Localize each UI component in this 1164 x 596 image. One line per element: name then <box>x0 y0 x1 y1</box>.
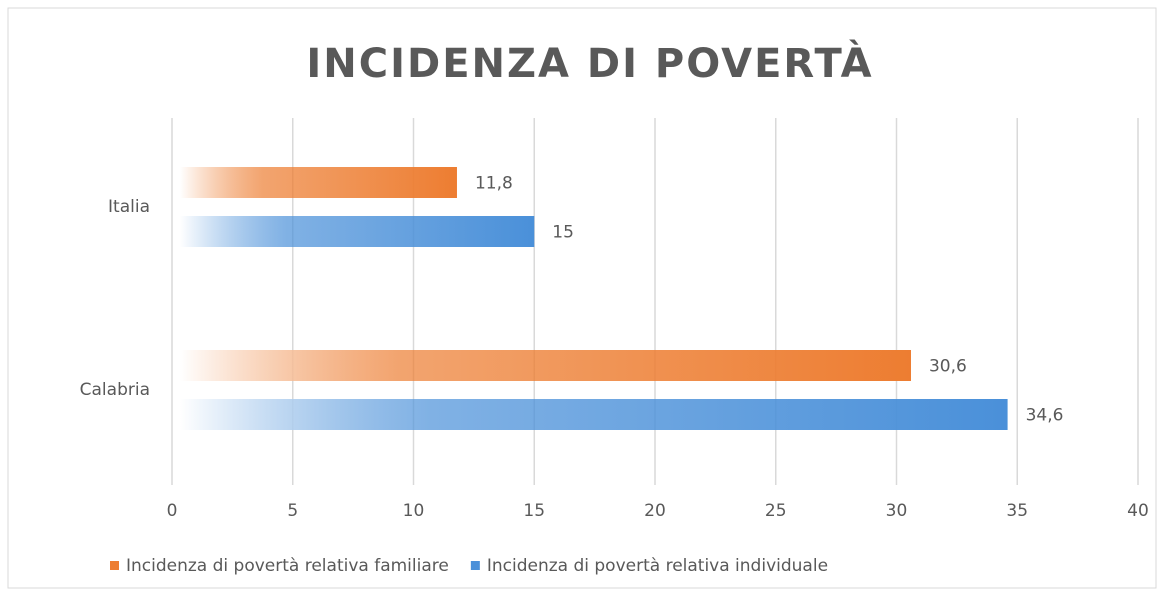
x-tick-label: 20 <box>644 501 666 521</box>
chart-title: INCIDENZA DI POVERTÀ <box>306 39 873 87</box>
x-tick-label: 0 <box>167 501 178 521</box>
legend-label: Incidenza di povertà relativa individual… <box>487 556 828 576</box>
legend-swatch <box>470 561 480 570</box>
bar <box>180 350 911 381</box>
x-tick-label: 40 <box>1127 501 1149 521</box>
chart-border <box>7 7 1157 589</box>
x-tick-label: 35 <box>1006 501 1028 521</box>
bar <box>180 167 457 198</box>
legend-label: Incidenza di povertà relativa familiare <box>126 556 449 576</box>
x-tick-label: 10 <box>403 501 425 521</box>
x-tick-label: 15 <box>523 501 545 521</box>
x-tick-label: 25 <box>765 501 787 521</box>
data-label: 34,6 <box>1026 406 1064 426</box>
data-label: 11,8 <box>475 174 513 194</box>
y-tick-label: Italia <box>108 197 150 217</box>
bar <box>180 399 1008 430</box>
legend-swatch <box>110 561 119 570</box>
data-label: 30,6 <box>929 357 967 377</box>
x-tick-label: 30 <box>886 501 908 521</box>
data-label: 15 <box>552 223 574 243</box>
x-tick-label: 5 <box>287 501 298 521</box>
y-tick-label: Calabria <box>80 380 150 400</box>
bar <box>180 216 535 247</box>
